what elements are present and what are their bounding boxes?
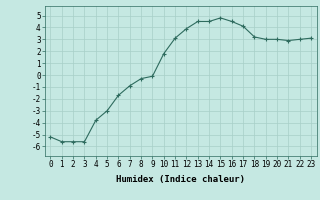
X-axis label: Humidex (Indice chaleur): Humidex (Indice chaleur) (116, 175, 245, 184)
